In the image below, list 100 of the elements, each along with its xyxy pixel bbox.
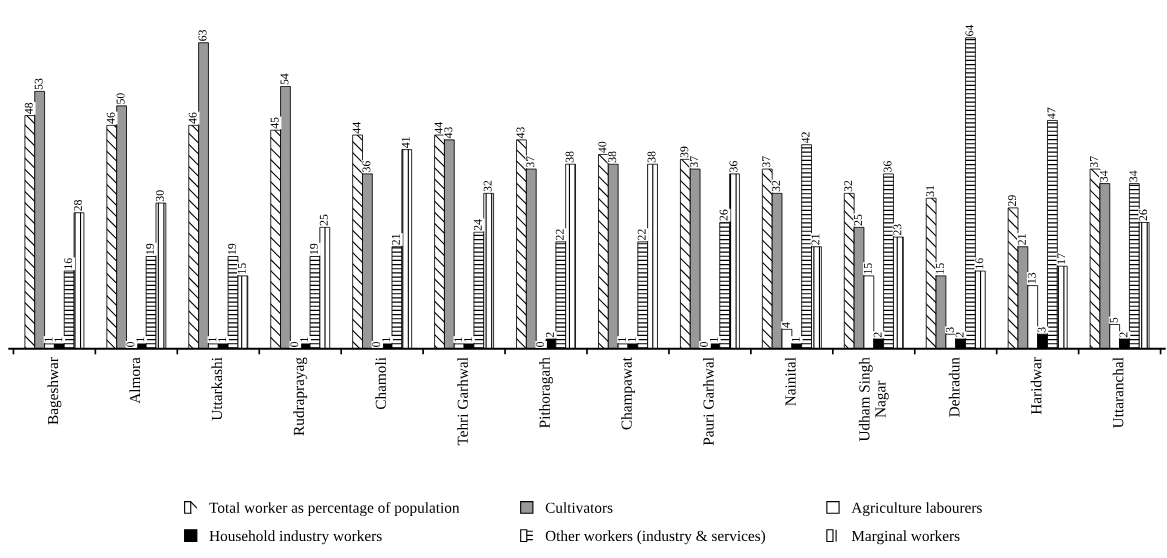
data-label: 19 [309,243,318,255]
data-label: 34 [1129,170,1138,182]
data-label: 53 [34,78,43,90]
data-label: 23 [893,224,902,236]
data-label: 21 [1017,234,1026,245]
x-tick-label: Haridwar [1030,357,1042,415]
data-label: 34 [1099,170,1108,182]
x-tick-label: Pauri Garhwal [702,357,714,446]
legend-label: Other workers (industry & services) [545,530,766,545]
x-tick-label: Dehradun [948,357,960,417]
x-tick-label: Chamoli [375,357,386,410]
data-label: 64 [965,24,974,36]
data-label: 1 [709,337,718,342]
data-label: 0 [126,341,135,347]
x-tick-label: Champawat [621,357,635,430]
data-label: 19 [146,243,155,255]
data-label: 32 [772,180,781,192]
data-label: 24 [473,219,482,231]
x-tick-label: Rudraprayag [293,357,308,436]
data-label: 38 [608,151,617,163]
data-label: 1 [627,337,636,342]
data-label: 16 [975,258,984,269]
data-label: 5 [1109,317,1118,323]
data-label: 36 [883,161,892,172]
data-label: 25 [319,214,328,226]
data-label: 40 [598,141,607,153]
data-label: 1 [382,337,390,342]
legend-label: Household industry workers [209,530,382,545]
data-label: 29 [1008,195,1017,206]
data-label: 15 [936,263,944,274]
data-label: 46 [106,112,115,124]
data-label: 1 [791,337,800,342]
data-label: 32 [483,180,492,192]
data-label: 54 [280,73,289,85]
data-label: 43 [516,127,525,139]
data-label: 16 [64,258,73,269]
data-label: 1 [454,337,463,342]
x-tick-label: Pithoragarh [539,357,553,428]
x-tick-label: Almora [129,357,141,404]
data-label: 4 [782,322,790,328]
data-label: 0 [699,341,708,347]
x-tick-label: Udham Singh Nagar [858,357,889,442]
data-label: 31 [926,185,935,197]
data-label: 1 [300,337,308,342]
data-label: 0 [372,341,381,347]
data-label: 21 [811,234,820,245]
data-label: 37 [1090,156,1098,168]
data-label: 44 [434,122,443,134]
data-label: 37 [762,156,771,168]
data-label: 3 [945,327,954,333]
data-label: 38 [647,151,656,163]
data-label: 19 [228,243,236,255]
data-label: 13 [1027,272,1036,284]
data-label: 32 [844,180,853,192]
data-label: 50 [116,93,125,104]
data-label: 0 [290,341,299,347]
data-label: 30 [155,190,164,202]
legend-label: Marginal workers [851,530,960,545]
data-label: 25 [854,214,862,226]
data-label: 17 [1057,253,1066,264]
data-label: 2 [873,332,882,338]
data-label: 43 [444,127,453,139]
data-label: 41 [401,137,410,148]
data-label: 47 [1047,107,1056,119]
data-label: 22 [637,229,646,240]
x-tick-label: Bageshwar [47,357,62,425]
data-label: 45 [270,117,279,129]
data-label: 1 [44,337,53,342]
data-label: 1 [464,337,472,342]
data-label: 28 [73,199,82,211]
data-label: 36 [362,161,371,172]
data-label: 1 [618,337,626,342]
data-label: 26 [719,209,728,221]
data-label: 48 [24,102,33,114]
data-label: 39 [680,146,689,158]
data-label: 0 [536,341,545,347]
data-label: 26 [1139,209,1148,221]
legend-label: Cultivators [545,502,613,513]
data-label: 37 [526,156,535,168]
data-label: 44 [352,122,361,134]
data-label: 2 [545,332,554,338]
data-label: 2 [1119,332,1128,338]
x-tick-label: Tehri Garhwal [457,357,468,446]
x-tick-label: Nainital [784,357,796,406]
data-label: 46 [188,112,197,124]
data-label: 63 [198,29,207,41]
x-tick-label: Uttarkashi [211,357,223,421]
x-tick-label: Uttaranchal [1112,357,1124,429]
data-label: 21 [391,234,400,245]
data-label: 1 [136,337,145,342]
data-label: 3 [1037,327,1046,333]
data-label: 15 [863,263,872,274]
data-label: 2 [955,332,964,338]
data-label: 15 [237,263,246,274]
data-label: 1 [54,337,63,342]
data-label: 38 [565,151,574,163]
legend-label: Agriculture labourers [851,502,982,517]
data-label: 36 [729,161,738,172]
data-label: 37 [690,156,699,168]
data-label: 42 [801,132,810,144]
